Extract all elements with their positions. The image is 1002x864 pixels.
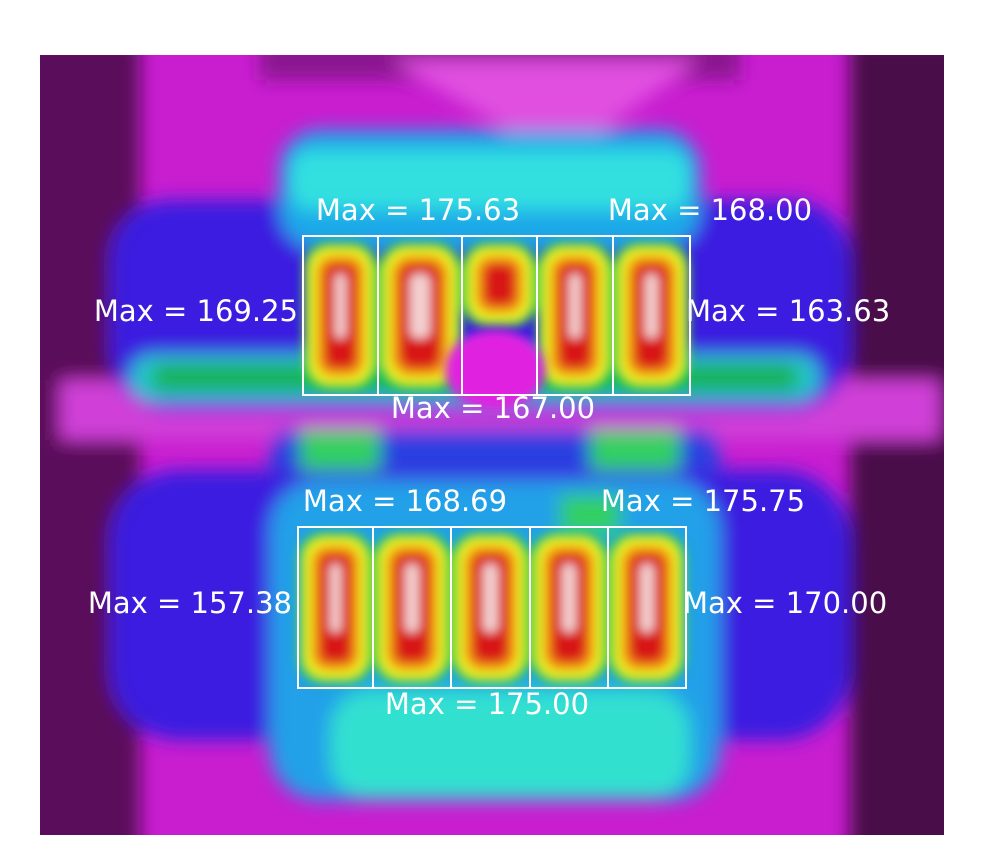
max-label: Max = 168.69 — [303, 484, 507, 518]
max-label: Max = 169.25 — [94, 294, 298, 328]
measure-boxes — [297, 235, 691, 689]
thermal-background — [40, 55, 944, 835]
hot-spots — [298, 242, 690, 684]
max-label: Max = 168.00 — [608, 193, 812, 227]
max-label: Max = 175.75 — [601, 484, 805, 518]
max-label: Max = 167.00 — [391, 391, 595, 425]
max-label: Max = 157.38 — [88, 586, 292, 620]
max-label: Max = 163.63 — [686, 294, 890, 328]
max-label: Max = 175.63 — [316, 193, 520, 227]
max-label: Max = 170.00 — [683, 586, 887, 620]
max-label: Max = 175.00 — [385, 687, 589, 721]
